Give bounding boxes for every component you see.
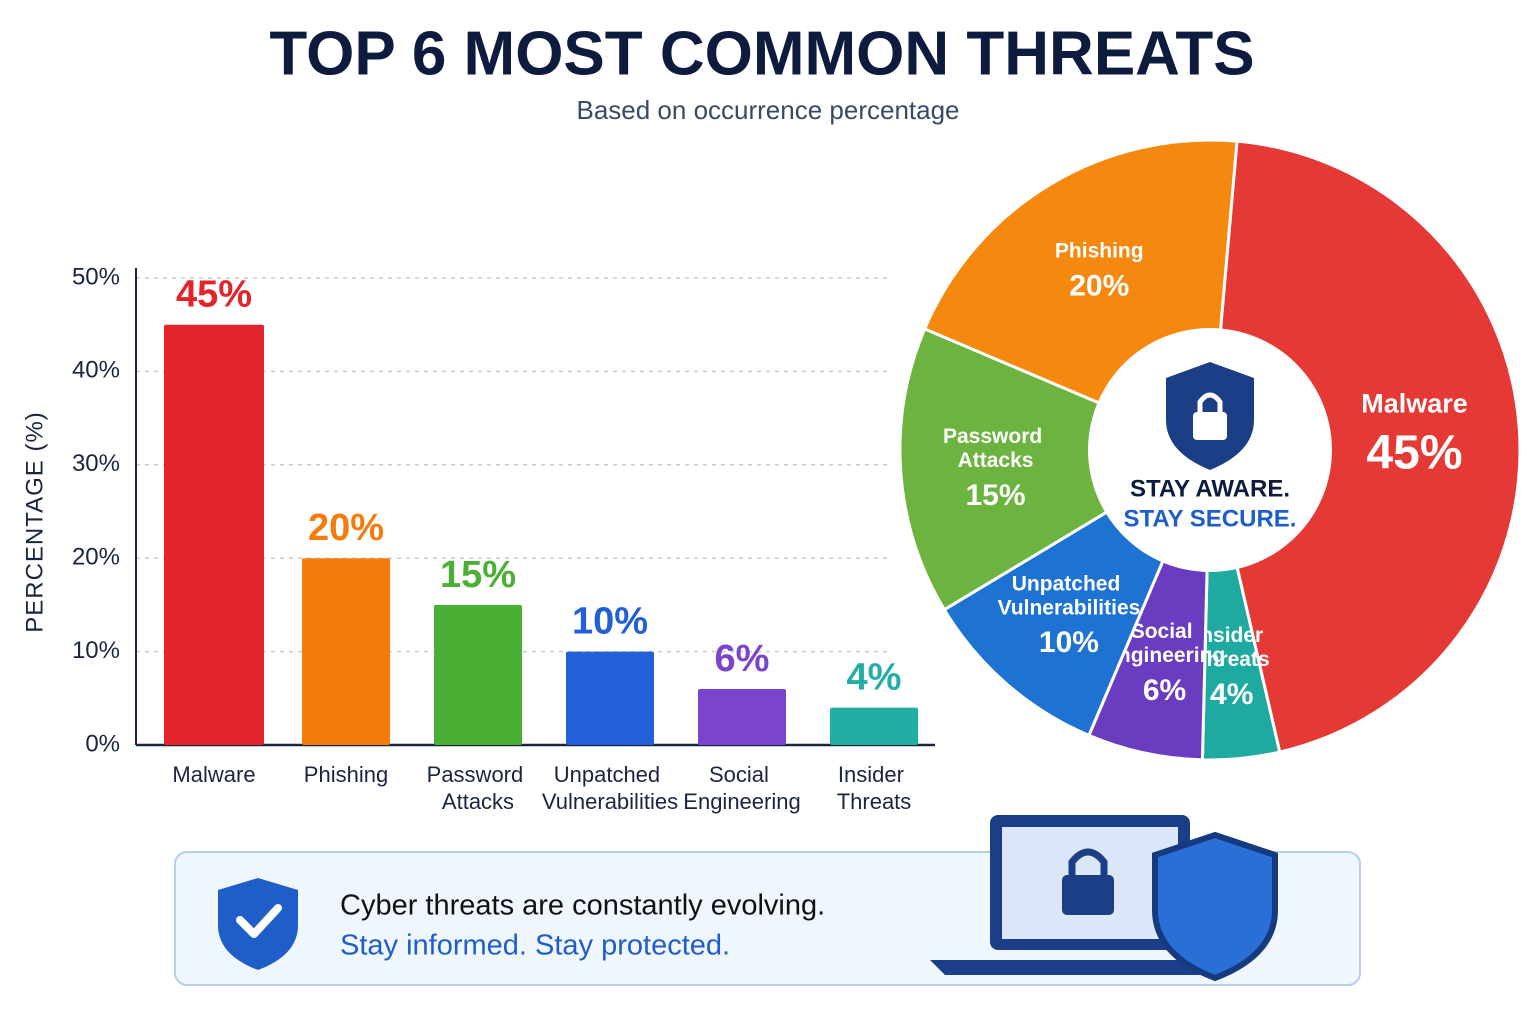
x-tick-label: Malware	[172, 762, 255, 787]
title: TOP 6 MOST COMMON THREATS	[269, 19, 1254, 88]
pie-value-label: 10%	[1039, 626, 1099, 659]
pie-label: Phishing	[1055, 239, 1144, 262]
value-label: 10%	[572, 601, 648, 643]
y-tick-label: 10%	[72, 637, 120, 664]
y-tick-label: 20%	[72, 544, 120, 571]
y-tick-label: 30%	[72, 450, 120, 477]
center-lock	[1193, 412, 1227, 440]
pie-label: Password Attacks	[943, 425, 1048, 472]
x-tick-label: Phishing	[304, 762, 388, 787]
pie-label: Social Engineering	[1104, 620, 1225, 667]
pie-value-label: 45%	[1366, 426, 1462, 479]
pie-value-label: 20%	[1069, 270, 1129, 303]
footer-line2: Stay informed. Stay protected.	[340, 930, 730, 962]
bar	[566, 651, 654, 745]
y-tick-label: 50%	[72, 263, 120, 290]
value-label: 15%	[440, 554, 516, 596]
bar	[164, 324, 264, 745]
y-tick-label: 0%	[85, 730, 120, 757]
pie-value-label: 6%	[1143, 674, 1186, 707]
value-label: 20%	[308, 507, 384, 549]
pie-slice	[1208, 139, 1522, 754]
value-label: 6%	[715, 638, 770, 680]
center-text: STAY SECURE.	[1124, 505, 1297, 532]
x-tick-label: Insider Threats	[837, 762, 912, 814]
subtitle: Based on occurrence percentage	[576, 95, 959, 125]
pie-slice	[898, 326, 1214, 612]
x-tick-label: Password Attacks	[427, 762, 530, 814]
x-tick-label: Unpatched Vulnerabilities	[542, 762, 678, 814]
footer-check	[236, 904, 282, 938]
bar	[302, 558, 390, 745]
x-tick-label: Social Engineering	[683, 762, 800, 814]
y-tick-label: 40%	[72, 357, 120, 384]
laptop-lock-shackle	[1068, 848, 1108, 875]
pie-label: Malware	[1361, 389, 1468, 419]
center-lock-shackle	[1197, 392, 1223, 412]
pie-value-label: 15%	[966, 479, 1026, 512]
laptop-lock	[1062, 875, 1114, 915]
pie-value-label: 4%	[1210, 678, 1253, 711]
y-axis-label: PERCENTAGE (%)	[21, 411, 48, 633]
laptop-base	[930, 960, 1240, 975]
bar	[434, 604, 522, 745]
value-label: 45%	[176, 274, 252, 316]
pie-label: Unpatched Vulnerabilities	[998, 572, 1141, 619]
value-label: 4%	[847, 657, 902, 699]
center-text: STAY AWARE.	[1130, 475, 1290, 502]
footer-line1: Cyber threats are constantly evolving.	[340, 890, 825, 922]
pie-label: Insider Threats	[1194, 623, 1270, 670]
bar	[698, 688, 786, 745]
bar	[830, 707, 918, 745]
big-shield	[1152, 831, 1278, 982]
